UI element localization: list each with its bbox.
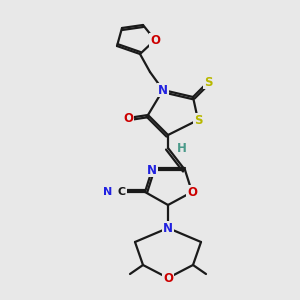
Text: O: O: [163, 272, 173, 284]
Text: O: O: [150, 34, 160, 46]
Text: O: O: [123, 112, 133, 124]
Text: S: S: [194, 113, 202, 127]
Text: H: H: [177, 142, 187, 154]
Text: N: N: [147, 164, 157, 176]
Text: N: N: [158, 83, 168, 97]
Text: N: N: [163, 221, 173, 235]
Text: S: S: [204, 76, 212, 88]
Text: O: O: [187, 185, 197, 199]
Text: N: N: [103, 187, 112, 197]
Text: C: C: [118, 187, 126, 197]
